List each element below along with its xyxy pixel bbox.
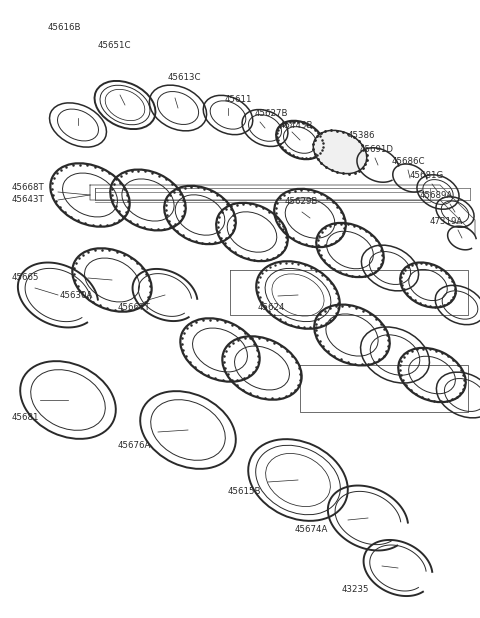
Text: 45624: 45624	[258, 303, 286, 313]
Text: 45616B: 45616B	[48, 23, 82, 33]
Text: 45691D: 45691D	[360, 145, 394, 154]
Text: 45665: 45665	[12, 274, 39, 282]
Text: 47319A: 47319A	[430, 218, 463, 227]
Text: 45630A: 45630A	[60, 290, 94, 300]
Text: 45667T: 45667T	[118, 303, 151, 313]
Text: 45674A: 45674A	[295, 525, 328, 535]
Text: 45676A: 45676A	[118, 441, 151, 449]
Text: 45445B: 45445B	[280, 121, 313, 130]
Text: 45689A: 45689A	[420, 192, 453, 200]
Text: 45611: 45611	[225, 96, 252, 104]
Text: 45651C: 45651C	[98, 41, 132, 49]
Text: 45668T: 45668T	[12, 184, 45, 192]
Text: 45686C: 45686C	[392, 158, 425, 166]
Text: 45629B: 45629B	[285, 198, 318, 206]
Text: 45386: 45386	[348, 130, 375, 140]
Text: 45643T: 45643T	[12, 195, 45, 205]
Text: 45615B: 45615B	[228, 488, 262, 496]
Text: 43235: 43235	[342, 585, 370, 595]
Text: 45613C: 45613C	[168, 74, 202, 82]
Text: 45627B: 45627B	[255, 109, 288, 119]
Ellipse shape	[313, 130, 367, 174]
Text: 45681: 45681	[12, 413, 39, 423]
Text: 45681G: 45681G	[410, 172, 444, 180]
